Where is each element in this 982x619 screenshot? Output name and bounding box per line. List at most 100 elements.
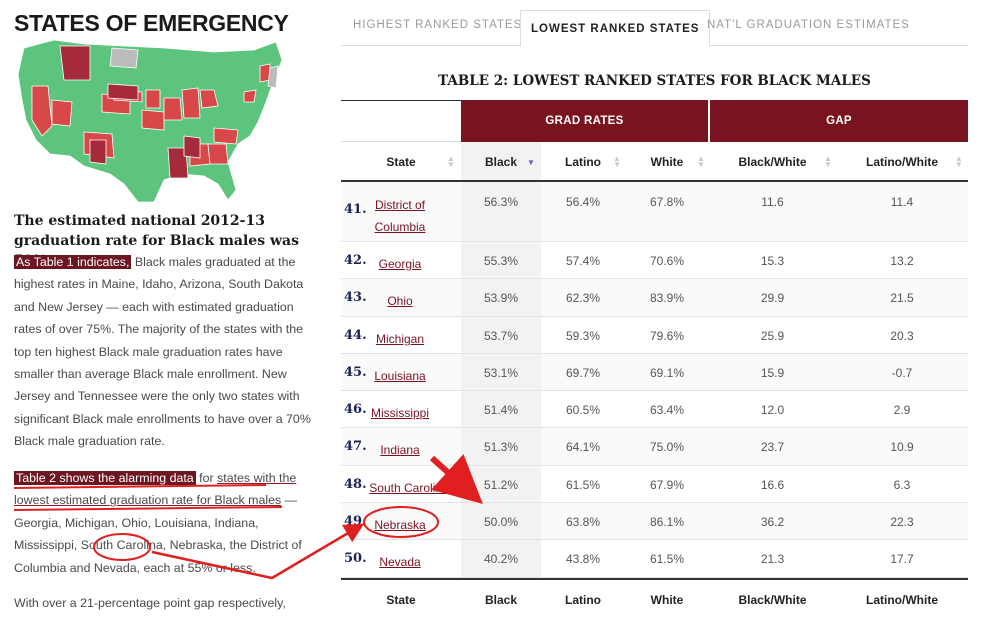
state-link[interactable]: District of Columbia [374,198,426,234]
cell-black: 51.2% [461,466,541,502]
rank-number: 45. [344,365,367,380]
cell-black-white: 12.0 [760,403,785,417]
cell-latino: 62.3% [565,291,601,305]
state-link[interactable]: Michigan [375,332,425,346]
table-row: 45. Louisiana 53.1% 69.7% 69.1% 15.9 -0.7 [341,354,968,391]
table-row: 43. Ohio 53.9% 62.3% 83.9% 29.9 21.5 [341,279,968,317]
group-gap: GAP [709,100,968,142]
paragraph-gap: With over a 21-percentage point gap resp… [14,596,286,610]
cell-white: 69.1% [649,366,685,380]
footer-latino-white: Latino/White [866,593,938,607]
footer-black: Black [484,593,518,607]
state-link[interactable]: South Carolina [369,481,449,495]
col-header-white[interactable]: White ▲ ▼ [650,154,705,170]
cell-black-white: 29.9 [760,291,785,305]
cell-white: 79.6% [649,329,685,343]
rank-number: 43. [344,290,367,305]
cell-black: 53.9% [461,279,541,316]
tab-highest-ranked[interactable]: HIGHEST RANKED STATES [353,19,523,31]
state-link[interactable]: Nevada [379,555,421,569]
cell-latino: 63.8% [565,515,601,529]
sort-icon: ▲ ▼ [613,154,621,169]
cell-black-white: 11.6 [761,195,784,209]
state-link[interactable]: Mississippi [370,406,429,420]
cell-black: 51.3% [461,428,541,465]
article-title: STATES OF EMERGENCY [14,10,289,36]
sort-icon: ▲ ▼ [824,154,832,169]
sort-icon: ▲ ▼ [955,154,963,169]
rank-number: 44. [344,328,367,343]
cell-black-white: 21.3 [760,552,785,566]
col-header-latino-white[interactable]: Latino/White ▲ ▼ [866,154,963,170]
cell-latino: 64.1% [565,440,601,454]
table1-highlight: As Table 1 indicates, [14,255,132,269]
cell-black-white: 25.9 [760,329,785,343]
sort-desc-icon: ▼ [527,158,535,167]
cell-black: 40.2% [461,540,541,577]
footer-state: State [386,593,416,607]
cell-white: 67.8% [649,195,685,209]
col-header-state[interactable]: State ▲ ▼ [386,154,455,170]
cell-latino-white: 17.7 [890,552,914,566]
underlined-phrase: states with the lowest estimated graduat… [14,471,297,508]
map-nevada [31,85,53,137]
cell-white: 83.9% [649,291,685,305]
cell-latino: 69.7% [565,366,601,380]
tab-bar: HIGHEST RANKED STATES LOWEST RANKED STAT… [341,10,968,47]
cell-white: 70.6% [649,254,685,268]
tab-lowest-ranked[interactable]: LOWEST RANKED STATES [520,10,711,47]
table-row: 44. Michigan 53.7% 59.3% 79.6% 25.9 20.3 [341,317,968,354]
cell-black: 56.3% [461,182,541,241]
cell-latino: 56.4% [565,195,601,209]
cell-black-white: 15.9 [760,366,785,380]
rank-number: 50. [344,551,367,566]
table2-highlight: Table 2 shows the alarming data [14,471,196,485]
rank-number: 41. [344,202,367,217]
state-link[interactable]: Indiana [380,443,420,457]
cell-latino: 60.5% [565,403,601,417]
rank-number: 49. [344,514,367,529]
article-subhead: The estimated national 2012-13 graduatio… [14,213,299,269]
table-row: 42. Georgia 55.3% 57.4% 70.6% 15.3 13.2 [341,242,968,279]
sort-icon: ▲ ▼ [447,154,455,169]
cell-white: 61.5% [649,552,685,566]
cell-white: 75.0% [649,440,685,454]
cell-black-white: 23.7 [760,440,785,454]
table-group-header: GRAD RATES GAP [341,100,968,142]
table-header-row: State ▲ ▼ Black ▼ Latino ▲ ▼ White ▲ ▼ Black/Wh… [341,142,968,182]
col-header-black-white[interactable]: Black/White ▲ ▼ [738,154,832,170]
state-link[interactable]: Louisiana [374,369,426,383]
us-graduation-map [17,40,283,203]
cell-black-white: 16.6 [760,478,785,492]
tab-national-estimates[interactable]: NAT'L GRADUATION ESTIMATES [707,19,910,31]
footer-latino: Latino [565,593,601,607]
cell-latino: 43.8% [565,552,601,566]
table-row: 50. Nevada 40.2% 43.8% 61.5% 21.3 17.7 [341,540,968,578]
cell-latino-white: 6.3 [893,478,911,492]
cell-black: 51.4% [461,391,541,427]
rank-number: 42. [344,253,367,268]
rank-number: 46. [344,402,367,417]
cell-latino-white: -0.7 [891,366,913,380]
state-link[interactable]: Ohio [387,294,413,308]
cell-black-white: 36.2 [760,515,785,529]
cell-white: 86.1% [649,515,685,529]
table-row: 46. Mississippi 51.4% 60.5% 63.4% 12.0 2.9 [341,391,968,428]
group-header-blank [341,100,461,142]
state-link[interactable]: Nebraska [374,518,426,532]
cell-black-white: 15.3 [760,254,785,268]
col-header-latino[interactable]: Latino ▲ ▼ [565,154,621,170]
article-column: STATES OF EMERGENCY [14,0,316,619]
state-link[interactable]: Georgia [378,257,422,271]
cell-black: 53.1% [461,354,541,390]
cell-latino: 61.5% [565,478,601,492]
footer-white: White [650,593,684,607]
paragraph-table2: Table 2 shows the alarming data for stat… [14,467,316,579]
col-header-black[interactable]: Black ▼ [461,142,541,180]
cell-latino-white: 2.9 [893,403,911,417]
cell-latino-white: 20.3 [890,329,914,343]
nebraska-mention: Nebraska [169,538,223,553]
group-grad-rates: GRAD RATES [461,100,708,142]
cell-latino-white: 22.3 [890,515,914,529]
table-row: 49. Nebraska 50.0% 63.8% 86.1% 36.2 22.3 [341,503,968,540]
